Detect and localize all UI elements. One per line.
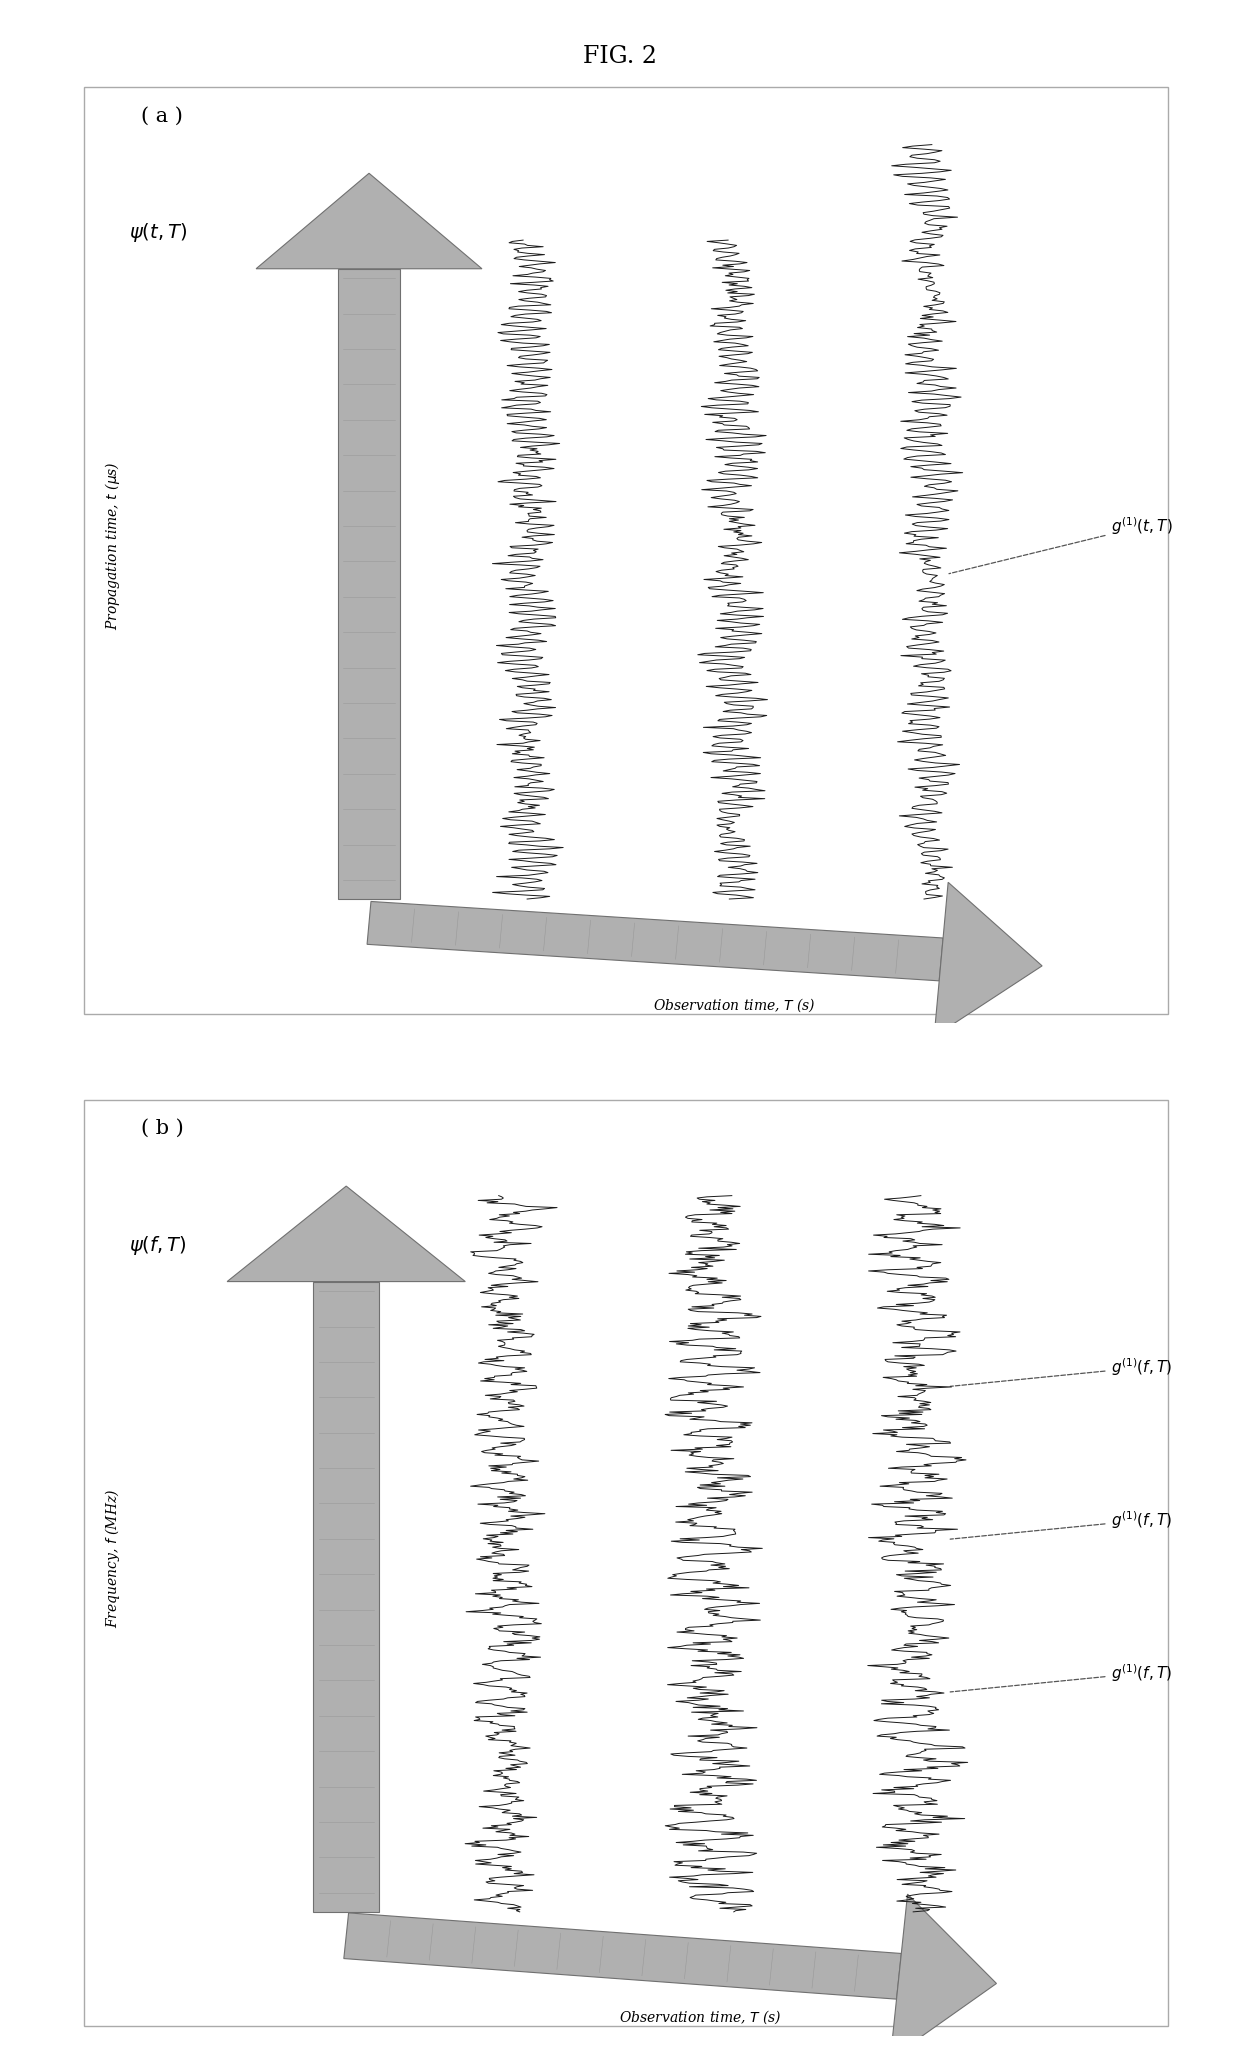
Text: Observation time, $T$ (s): Observation time, $T$ (s): [652, 996, 816, 1013]
Text: $\psi(t, T)$: $\psi(t, T)$: [129, 221, 187, 244]
Text: Propagation time, $t$ ($\mu$s): Propagation time, $t$ ($\mu$s): [103, 461, 122, 630]
Polygon shape: [934, 883, 1042, 1036]
Text: ( a ): ( a ): [141, 105, 182, 126]
Text: $\psi(f, T)$: $\psi(f, T)$: [129, 1234, 187, 1257]
Text: Observation time, $T$ (s): Observation time, $T$ (s): [619, 2009, 781, 2026]
Polygon shape: [337, 269, 401, 899]
Text: Frequency, $f$ (MHz): Frequency, $f$ (MHz): [103, 1488, 122, 1629]
Polygon shape: [227, 1186, 465, 1282]
Text: $g^{(1)}(t, T)$: $g^{(1)}(t, T)$: [949, 517, 1172, 575]
Text: ( b ): ( b ): [141, 1118, 184, 1139]
Polygon shape: [343, 1912, 901, 1999]
Polygon shape: [257, 174, 482, 269]
Polygon shape: [314, 1282, 379, 1912]
Polygon shape: [367, 901, 944, 982]
Text: FIG. 2: FIG. 2: [583, 45, 657, 68]
Polygon shape: [890, 1893, 997, 2059]
Text: $g^{(1)}(f, T)$: $g^{(1)}(f, T)$: [950, 1356, 1172, 1387]
Text: $g^{(1)}(f, T)$: $g^{(1)}(f, T)$: [950, 1662, 1172, 1693]
Text: $g^{(1)}(f, T)$: $g^{(1)}(f, T)$: [950, 1509, 1172, 1540]
